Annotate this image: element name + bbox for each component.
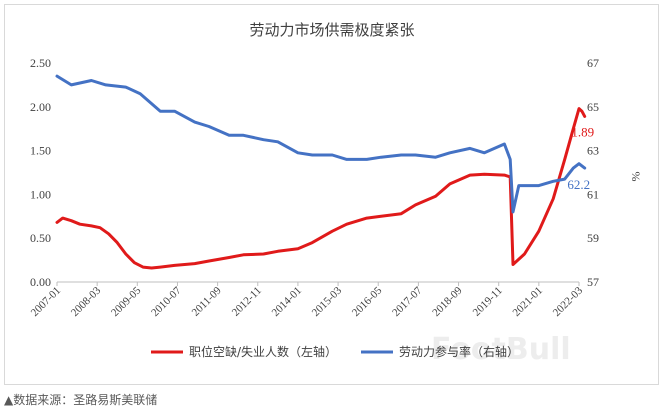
left-axis-tick-label: 1.50 <box>30 144 51 158</box>
left-axis-tick-label: 0.50 <box>30 231 51 245</box>
series-end-label-2: 62.2 <box>567 177 590 192</box>
x-tick-label: 2012-11 <box>230 285 264 319</box>
right-axis-tick-label: 59 <box>587 231 599 245</box>
right-axis-unit: % <box>629 172 643 182</box>
right-axis-tick-label: 67 <box>587 56 599 70</box>
right-axis-tick-label: 63 <box>587 144 599 158</box>
right-axis-tick-label: 61 <box>587 187 599 201</box>
chart-title: 劳动力市场供需极度紧张 <box>249 21 414 39</box>
legend: 职位空缺/失业人数（左轴） 劳动力参与率（右轴） <box>151 344 519 359</box>
chart-svg: 劳动力市场供需极度紧张 0.00 0.50 1.00 1.50 2.00 2.50 57 59… <box>29 21 643 367</box>
legend-label-2: 劳动力参与率（右轴） <box>399 344 519 359</box>
right-axis-tick-label: 57 <box>587 275 599 289</box>
watermark: FootBull <box>431 332 571 367</box>
right-axis-tick-label: 65 <box>587 100 599 114</box>
series-lines <box>55 74 587 270</box>
x-tick-label: 2015-03 <box>310 284 345 319</box>
left-axis-tick-label: 2.50 <box>30 56 51 70</box>
end-labels: 1.89 62.2 <box>567 124 594 192</box>
x-tick-label: 2017-07 <box>390 284 425 319</box>
x-tick-label: 2010-07 <box>149 284 184 319</box>
x-tick-label: 2014-01 <box>270 285 304 319</box>
x-tick-label: 2016-05 <box>350 284 385 319</box>
series-end-label-1: 1.89 <box>571 124 594 139</box>
series-line-1 <box>55 107 587 270</box>
legend-label-1: 职位空缺/失业人数（左轴） <box>189 344 337 359</box>
x-tick-label: 2007-01 <box>29 285 63 319</box>
x-tick-label: 2009-05 <box>109 284 144 319</box>
x-tick-label: 2018-09 <box>430 284 465 319</box>
x-tick-label: 2022-03 <box>551 284 586 319</box>
x-tick-label: 2019-11 <box>471 285 505 319</box>
left-axis-tick-label: 2.00 <box>30 100 51 114</box>
chart-frame: 劳动力市场供需极度紧张 0.00 0.50 1.00 1.50 2.00 2.50 57 59… <box>4 4 659 385</box>
series-line-2 <box>55 74 587 214</box>
axes: 0.00 0.50 1.00 1.50 2.00 2.50 57 59 61 63 65 67% 200… <box>29 56 643 367</box>
x-tick-label: 2021-01 <box>511 285 545 319</box>
left-axis-tick-label: 1.00 <box>30 187 51 201</box>
x-tick-label: 2008-03 <box>69 284 104 319</box>
left-axis-tick-label: 0.00 <box>30 275 51 289</box>
x-tick-label: 2011-09 <box>190 284 224 318</box>
source-note: ▲数据来源：圣路易斯美联储 <box>4 393 158 407</box>
